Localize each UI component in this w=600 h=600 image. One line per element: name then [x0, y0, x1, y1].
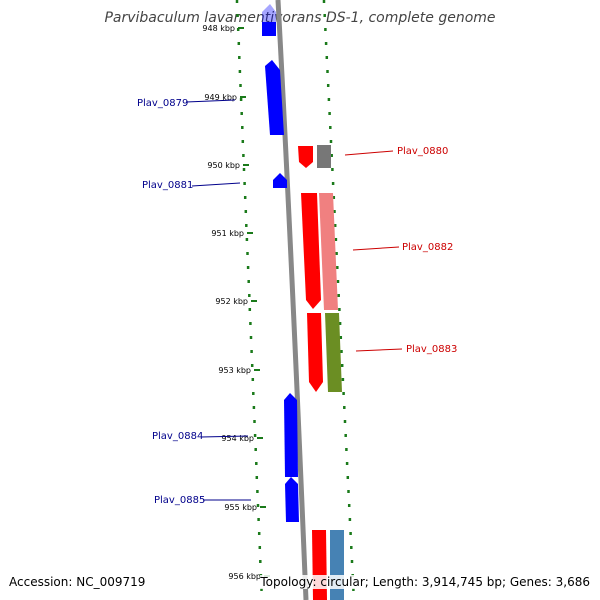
- scale-tick-label: 952 kbp: [215, 297, 248, 306]
- gene-feature-partial-top-core[interactable]: [262, 22, 276, 36]
- gene-label-plav-0882[interactable]: Plav_0882: [402, 242, 453, 253]
- scale-tick-label: 951 kbp: [211, 229, 244, 238]
- gene-label-plav-0885[interactable]: Plav_0885: [154, 495, 205, 506]
- gene-feature-partial-bottom[interactable]: [312, 530, 327, 600]
- gene-label-plav-0884[interactable]: Plav_0884: [152, 431, 203, 442]
- scale-tick-label: 953 kbp: [218, 366, 251, 375]
- accession-label: Accession: NC_009719: [9, 575, 146, 589]
- scale-tick-label: 949 kbp: [204, 93, 237, 102]
- scale-tick-label: 954 kbp: [221, 434, 254, 443]
- category-bar-bottom[interactable]: [330, 530, 344, 600]
- scale-tick-label: 955 kbp: [224, 503, 257, 512]
- tick-track-lines: [235, 0, 355, 591]
- scale-tick-label: 956 kbp: [228, 572, 261, 581]
- scale-tick-label: 948 kbp: [202, 24, 235, 33]
- map-title: Parvibaculum lavamentivorans DS-1, compl…: [104, 10, 496, 26]
- gene-label-plav-0883[interactable]: Plav_0883: [406, 344, 457, 355]
- gene-label-plav-0880[interactable]: Plav_0880: [397, 146, 448, 157]
- gene-feature-plav-0883[interactable]: [307, 313, 323, 392]
- gene-labels: Plav_0879 Plav_0880 Plav_0881 Plav_0882 …: [137, 98, 457, 506]
- category-bar-plav-0883[interactable]: [325, 313, 342, 392]
- topology-summary: Topology: circular; Length: 3,914,745 bp…: [260, 575, 590, 589]
- gene-label-plav-0879[interactable]: Plav_0879: [137, 98, 188, 109]
- category-bar-plav-0882[interactable]: [319, 193, 338, 310]
- gene-feature-plav-0884[interactable]: [284, 393, 298, 477]
- gene-feature-plav-0882[interactable]: [301, 193, 321, 309]
- gene-feature-plav-0885[interactable]: [285, 477, 299, 522]
- scale-tick-label: 950 kbp: [207, 161, 240, 170]
- gene-feature-plav-0879[interactable]: [265, 60, 284, 135]
- forward-strand-features: [262, 4, 299, 522]
- scale-ticks: 948 kbp 949 kbp 950 kbp 951 kbp 952 kbp 953 k…: [202, 24, 270, 581]
- gene-feature-plav-0881[interactable]: [273, 173, 287, 188]
- gene-feature-plav-0880[interactable]: [298, 146, 313, 168]
- category-bar-plav-0880[interactable]: [317, 145, 331, 168]
- gene-label-plav-0881[interactable]: Plav_0881: [142, 180, 193, 191]
- genome-backbone: [275, 0, 309, 600]
